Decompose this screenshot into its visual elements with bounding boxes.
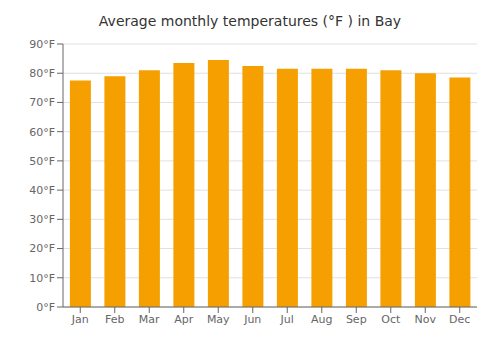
svg-text:20°F: 20°F [29, 242, 55, 255]
svg-text:Apr: Apr [174, 313, 194, 326]
svg-text:Mar: Mar [139, 313, 160, 326]
svg-text:Jul: Jul [280, 313, 294, 326]
svg-text:0°F: 0°F [36, 301, 55, 314]
svg-text:Aug: Aug [311, 313, 332, 326]
svg-text:Dec: Dec [449, 313, 470, 326]
svg-text:30°F: 30°F [29, 213, 55, 226]
svg-text:Feb: Feb [105, 313, 124, 326]
svg-text:Oct: Oct [381, 313, 401, 326]
svg-text:90°F: 90°F [29, 38, 55, 51]
svg-text:50°F: 50°F [29, 155, 55, 168]
svg-text:Nov: Nov [415, 313, 437, 326]
svg-text:Sep: Sep [346, 313, 367, 326]
svg-text:60°F: 60°F [29, 126, 55, 139]
svg-text:70°F: 70°F [29, 96, 55, 109]
html-text:Average monthly temperatures (: Average monthly temperatures (°F ) in Ba… [98, 13, 402, 29]
svg-text:Jan: Jan [71, 313, 89, 326]
svg-text:Jun: Jun [243, 313, 261, 326]
svg-text:80°F: 80°F [29, 67, 55, 80]
svg-text:May: May [207, 313, 230, 326]
svg-text:40°F: 40°F [29, 184, 55, 197]
svg-text:10°F: 10°F [29, 272, 55, 285]
